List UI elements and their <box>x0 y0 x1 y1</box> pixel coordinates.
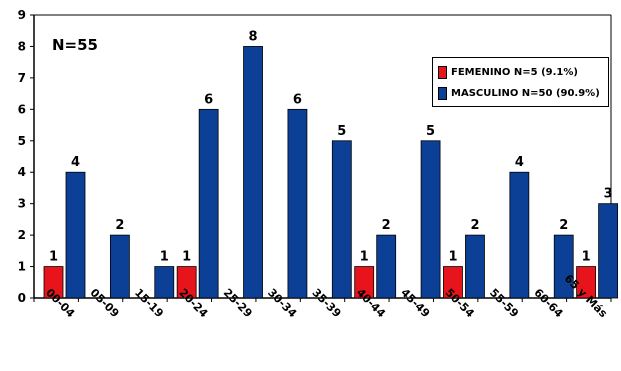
y-tick-label: 3 <box>18 197 26 211</box>
legend-label-femenino: FEMENINO N=5 (9.1%) <box>451 67 578 78</box>
bar-femenino <box>43 266 64 299</box>
data-label-masculino: 6 <box>204 92 213 107</box>
data-label-masculino: 1 <box>160 250 169 265</box>
data-label-masculino: 4 <box>515 155 524 170</box>
legend-item-femenino: FEMENINO N=5 (9.1%) <box>438 66 578 79</box>
legend-swatch-masculino <box>438 87 447 100</box>
y-tick-label: 9 <box>18 8 26 22</box>
bar-femenino <box>443 266 463 299</box>
data-label-femenino: 1 <box>582 250 591 265</box>
legend: FEMENINO N=5 (9.1%) MASCULINO N=50 (90.9… <box>432 57 609 107</box>
legend-swatch-femenino <box>438 66 447 79</box>
data-label-masculino: 5 <box>426 124 435 139</box>
y-tick-label: 1 <box>18 260 26 274</box>
bar-masculino <box>553 234 574 299</box>
data-label-masculino: 5 <box>337 124 346 139</box>
data-label-femenino: 1 <box>448 250 457 265</box>
data-label-masculino: 8 <box>249 29 258 44</box>
y-tick-label: 7 <box>18 71 26 85</box>
y-tick-label: 2 <box>18 228 26 242</box>
bar-masculino <box>154 266 175 299</box>
sample-size-annotation: N=55 <box>52 36 98 54</box>
bar-masculino <box>287 108 308 299</box>
data-label-masculino: 4 <box>71 155 80 170</box>
bar-masculino <box>509 171 530 299</box>
data-label-masculino: 3 <box>604 187 613 202</box>
bar-masculino <box>598 203 619 299</box>
bar-femenino <box>176 266 197 299</box>
data-label-masculino: 2 <box>115 218 124 233</box>
bar-masculino <box>109 234 130 299</box>
y-tick-label: 6 <box>18 102 26 116</box>
data-label-masculino: 6 <box>293 92 302 107</box>
y-tick-label: 8 <box>18 39 26 53</box>
legend-label-masculino: MASCULINO N=50 (90.9%) <box>451 88 600 99</box>
bar-masculino <box>65 171 86 299</box>
y-tick-label: 5 <box>18 134 26 148</box>
bar-femenino <box>576 266 597 299</box>
legend-item-masculino: MASCULINO N=50 (90.9%) <box>438 87 600 100</box>
bar-masculino <box>331 140 352 299</box>
bar-masculino <box>376 234 397 299</box>
y-tick-label: 0 <box>18 291 26 305</box>
bar-masculino <box>198 108 219 299</box>
y-tick-label: 4 <box>18 165 26 179</box>
bar-masculino <box>243 46 263 299</box>
data-label-masculino: 2 <box>559 218 568 233</box>
data-label-femenino: 1 <box>49 250 58 265</box>
bar-femenino <box>354 266 375 299</box>
data-label-masculino: 2 <box>470 218 479 233</box>
bar-masculino <box>420 140 441 299</box>
data-label-masculino: 2 <box>382 218 391 233</box>
data-label-femenino: 1 <box>182 250 191 265</box>
bar-masculino <box>465 234 485 299</box>
data-label-femenino: 1 <box>360 250 369 265</box>
